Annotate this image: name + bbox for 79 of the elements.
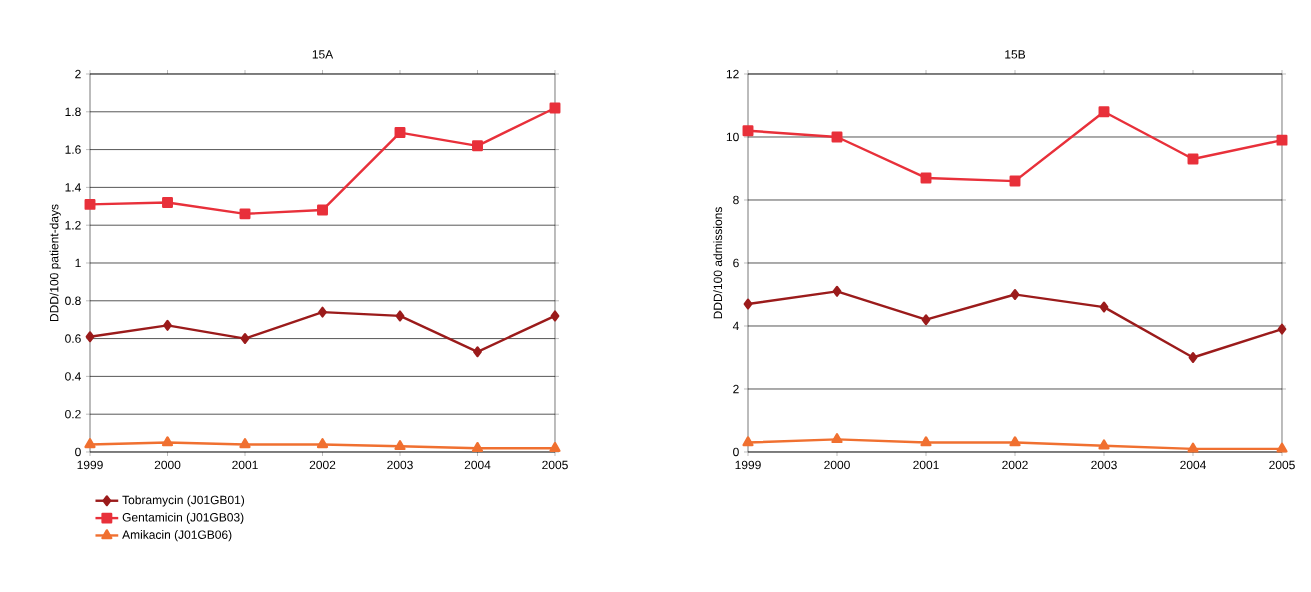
- point: [832, 285, 842, 297]
- y-tick-label: 0.4: [65, 372, 81, 381]
- x-tick-label: 1999: [735, 460, 761, 470]
- point: [1010, 289, 1020, 300]
- point: [1276, 134, 1288, 146]
- point: [549, 441, 561, 452]
- x-tick-label: 2002: [309, 460, 336, 470]
- x-tick-label: 2000: [154, 460, 181, 470]
- point: [316, 438, 329, 449]
- point: [1009, 175, 1021, 187]
- y-tick-label: 8: [733, 195, 739, 205]
- point: [920, 436, 932, 447]
- x-tick-label: 2005: [542, 460, 568, 470]
- x-tick-label: 2004: [464, 460, 491, 470]
- point: [162, 197, 173, 208]
- x-tick-label: 2005: [1269, 460, 1295, 470]
- point: [1187, 442, 1199, 453]
- point: [317, 204, 328, 216]
- point: [163, 319, 172, 331]
- point: [1277, 323, 1287, 335]
- point: [921, 314, 931, 326]
- y-axis-title: DDD/100 patient-days: [49, 204, 61, 322]
- y-axis-title: DDD/100 admissions: [713, 207, 723, 319]
- point: [85, 331, 95, 343]
- point: [161, 436, 174, 447]
- point: [471, 441, 484, 452]
- x-tick-label: 2001: [913, 460, 939, 470]
- chart-title: 15B: [1005, 50, 1026, 59]
- y-tick-label: 0: [733, 447, 739, 457]
- legend-label: Amikacin (J01GB06): [122, 530, 232, 542]
- point: [920, 172, 932, 184]
- y-tick-label: 1.4: [65, 183, 81, 192]
- point: [1187, 153, 1199, 165]
- legend-label: Gentamicin (J01GB03): [122, 512, 244, 524]
- x-tick-label: 2001: [232, 460, 258, 470]
- point: [394, 127, 406, 139]
- y-tick-label: 0.2: [65, 409, 81, 419]
- legend-label: Tobramycin (J01GB01): [122, 495, 245, 507]
- y-tick-label: 12: [726, 69, 739, 79]
- point: [1276, 442, 1288, 453]
- point: [550, 310, 560, 322]
- y-tick-label: 1: [75, 258, 81, 268]
- x-tick-label: 2003: [1091, 460, 1117, 470]
- point: [1099, 301, 1109, 313]
- point: [1098, 106, 1110, 118]
- point: [239, 208, 251, 220]
- point: [831, 433, 843, 444]
- point: [473, 346, 482, 358]
- point: [1188, 352, 1198, 363]
- point: [742, 436, 754, 447]
- y-tick-label: 0.8: [65, 296, 81, 306]
- y-tick-label: 4: [732, 321, 739, 331]
- point: [743, 298, 753, 310]
- point: [239, 438, 251, 449]
- point: [395, 310, 405, 322]
- point: [240, 333, 250, 345]
- y-tick-label: 0.6: [65, 334, 81, 343]
- x-tick-label: 2002: [1002, 460, 1028, 470]
- chart-title: 15A: [312, 50, 334, 59]
- y-tick-label: 2: [75, 69, 81, 79]
- y-tick-label: 1.2: [65, 220, 81, 230]
- point: [84, 438, 96, 449]
- point: [1098, 439, 1110, 450]
- x-tick-label: 1999: [77, 460, 103, 470]
- x-tick-label: 2003: [387, 460, 413, 470]
- x-tick-label: 2004: [1180, 460, 1206, 470]
- point: [472, 140, 483, 152]
- y-tick-label: 1.6: [65, 145, 81, 154]
- point: [84, 198, 96, 210]
- x-tick-label: 2000: [824, 460, 850, 470]
- point: [1009, 436, 1021, 447]
- point: [318, 306, 327, 318]
- y-tick-label: 6: [733, 258, 739, 268]
- point: [742, 125, 754, 137]
- y-tick-label: 2: [733, 384, 739, 394]
- y-tick-label: 0: [75, 447, 81, 457]
- y-tick-label: 1.8: [65, 107, 81, 117]
- point: [394, 440, 406, 451]
- y-tick-label: 10: [726, 132, 739, 142]
